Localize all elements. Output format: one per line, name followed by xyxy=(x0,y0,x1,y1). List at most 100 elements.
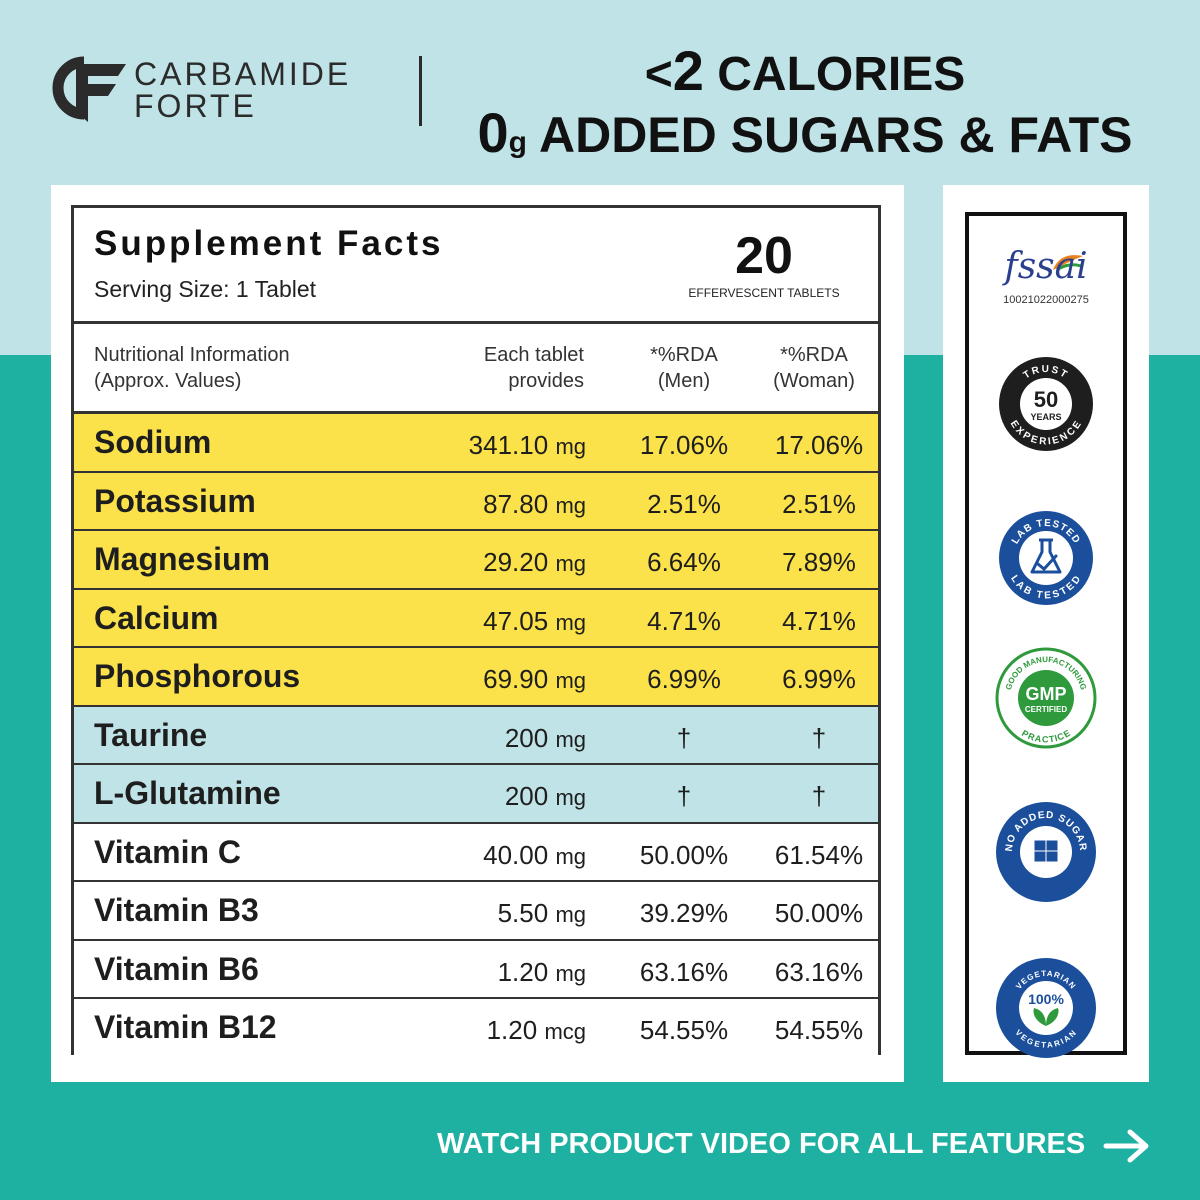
headline-calorie-text: CALORIES xyxy=(703,48,966,101)
nutrient-amount: 341.10 mg xyxy=(404,430,586,461)
nutrient-rda-men: 6.99% xyxy=(647,664,721,694)
nutrient-amount-unit: mg xyxy=(555,551,586,576)
nutrient-rda-woman: 2.51% xyxy=(782,488,856,519)
nutrient-amount-value: 40.00 xyxy=(483,839,549,870)
nutrient-amount-value: 47.05 xyxy=(483,605,549,636)
column-header-men-line1: *%RDA xyxy=(650,344,718,366)
nutrient-amount: 1.20 mcg xyxy=(404,1015,586,1046)
nutrient-rda-woman: 54.55% xyxy=(774,1015,864,1045)
nutrient-amount-unit: mg xyxy=(555,843,586,869)
nutrient-amount-value: 1.20 xyxy=(497,956,549,987)
arrow-right-icon[interactable] xyxy=(1102,1126,1152,1166)
nutrient-row: Calcium 47.05 mg 4.71% 4.71% xyxy=(74,589,878,648)
nutrient-rows: Sodium 341.10 mg 17.06% 17.06% Potassium 87.8… xyxy=(74,414,878,1058)
nutrient-amount-unit: mg xyxy=(555,492,586,518)
tablet-count: 20 xyxy=(735,227,793,285)
watch-video-link[interactable]: WATCH PRODUCT VIDEO FOR ALL FEATURES xyxy=(437,1128,1086,1160)
nutrient-rda-woman: 4.71% xyxy=(782,605,856,636)
supplement-facts-table: Supplement Facts Serving Size: 1 Tablet … xyxy=(71,205,881,1058)
nutrient-amount-value: 69.90 xyxy=(483,664,549,694)
nutrient-amount: 5.50 mg xyxy=(404,898,586,929)
nutrient-rda-men: 54.55% xyxy=(639,1015,729,1045)
column-header-amount-line2: provides xyxy=(508,370,584,392)
gmp-badge-sub: CERTIFIED xyxy=(1025,705,1067,714)
brand-line-1: CARBAMIDE xyxy=(134,56,352,92)
nutrient-name: Taurine xyxy=(94,716,208,753)
headline-gram-unit: g xyxy=(508,126,527,159)
nutrient-name: Vitamin C xyxy=(94,833,241,870)
column-header-woman-line2: (Woman) xyxy=(773,370,855,392)
nutrient-name: Calcium xyxy=(94,599,219,636)
facts-header: Supplement Facts Serving Size: 1 Tablet … xyxy=(74,208,878,324)
nutrient-rda-woman: 17.06% xyxy=(774,430,864,460)
no-added-sugar-badge-icon: NO ADDED SUGAR xyxy=(996,802,1096,902)
nutrient-rda-men: † xyxy=(676,781,692,811)
nutrient-row: Phosphorous 69.90 mg 6.99% 6.99% xyxy=(74,648,878,707)
nutrient-row: L-Glutamine 200 mg † † xyxy=(74,765,878,824)
headline-less-than: < xyxy=(644,48,673,101)
svg-text:PRACTICE: PRACTICE xyxy=(1020,728,1072,745)
nutrient-rda-men: 6.64% xyxy=(647,547,721,577)
nutrient-amount: 200 mg xyxy=(404,781,586,812)
nutrient-rda-woman: 6.99% xyxy=(782,664,856,694)
trust-badge-years: YEARS xyxy=(1030,412,1061,422)
column-header-info-line1: Nutritional Information xyxy=(94,344,290,366)
nutrient-amount-value: 341.10 xyxy=(468,430,549,460)
nutrient-amount: 200 mg xyxy=(404,723,586,754)
nutrient-amount: 40.00 mg xyxy=(404,840,586,871)
nutrient-rda-woman: † xyxy=(811,722,827,753)
column-header-amount: Each tablet provides xyxy=(454,342,584,394)
nutrient-row: Potassium 87.80 mg 2.51% 2.51% xyxy=(74,472,878,531)
nutrient-amount-unit: mcg xyxy=(544,1019,586,1044)
badge-panel: fssai 10021022000275 TRUST EXPERIENCE 50… xyxy=(943,185,1149,1082)
column-header-info-line2: (Approx. Values) xyxy=(94,370,242,392)
check-icon xyxy=(1036,554,1058,572)
nutrient-row: Sodium 341.10 mg 17.06% 17.06% xyxy=(74,414,878,473)
nutrient-amount-unit: mg xyxy=(555,902,586,927)
gmp-certified-badge-icon: GOOD MANUFACTURING PRACTICE GMP CERTIFIE… xyxy=(995,647,1097,749)
fssai-logo-icon: fssai 10021022000275 xyxy=(969,246,1123,316)
nutrient-amount-value: 200 xyxy=(504,781,549,811)
leaf-icon xyxy=(1033,1008,1059,1026)
nutrient-row: Vitamin B3 5.50 mg 39.29% 50.00% xyxy=(74,882,878,941)
nutrient-amount-unit: mg xyxy=(555,434,586,459)
nutrient-amount-unit: mg xyxy=(555,609,586,635)
fssai-word: fssai xyxy=(1004,246,1088,287)
nutrient-name: Magnesium xyxy=(94,541,271,577)
column-header-woman-line1: *%RDA xyxy=(780,344,848,366)
veg-badge-main: 100% xyxy=(1028,991,1064,1007)
nutrient-amount: 69.90 mg xyxy=(404,664,586,695)
nutrient-amount-value: 1.20 xyxy=(486,1015,538,1045)
nutrient-rda-woman: 61.54% xyxy=(774,839,864,870)
headline-calorie-number: 2 xyxy=(672,39,704,102)
nutrient-name: Phosphorous xyxy=(94,658,301,694)
headline-sugars-text: ADDED SUGARS & FATS xyxy=(526,107,1133,163)
brand-line-2: FORTE xyxy=(134,88,257,124)
nutrient-row: Taurine 200 mg † † xyxy=(74,706,878,765)
gmp-badge-main: GMP xyxy=(1025,684,1066,704)
nutrient-rda-men: 17.06% xyxy=(639,430,729,460)
nutrient-amount: 87.80 mg xyxy=(404,489,586,520)
nutrient-rda-men: 4.71% xyxy=(647,605,721,636)
flask-icon xyxy=(1030,538,1062,574)
column-header-rda-men: *%RDA (Men) xyxy=(629,342,739,394)
tablet-count-label: EFFERVESCENT TABLETS xyxy=(688,286,840,300)
nutrient-rda-men: 50.00% xyxy=(639,839,729,870)
nutrient-rda-woman: † xyxy=(811,781,827,811)
nutrient-name: L-Glutamine xyxy=(94,775,281,811)
nutrient-rda-men: 39.29% xyxy=(639,898,729,928)
nutrient-row: Vitamin C 40.00 mg 50.00% 61.54% xyxy=(74,823,878,882)
nutrient-amount: 1.20 mg xyxy=(404,957,586,988)
facts-title: Supplement Facts xyxy=(94,224,444,263)
lab-tested-badge-icon: LAB TESTED LAB TESTED xyxy=(999,511,1093,605)
nutrient-rda-woman: 63.16% xyxy=(774,956,864,987)
nutrient-amount-value: 87.80 xyxy=(483,488,549,519)
column-header-amount-line1: Each tablet xyxy=(483,344,584,366)
nutrient-amount-unit: mg xyxy=(555,726,586,752)
column-header-rda-woman: *%RDA (Woman) xyxy=(759,342,869,394)
nutrient-amount-unit: mg xyxy=(555,668,586,693)
nutrient-rda-men: 63.16% xyxy=(639,956,729,987)
headline-calories: <2 CALORIES xyxy=(440,38,1170,103)
brand-name: CARBAMIDE FORTE xyxy=(134,58,351,122)
nutrient-amount-value: 200 xyxy=(504,722,549,753)
